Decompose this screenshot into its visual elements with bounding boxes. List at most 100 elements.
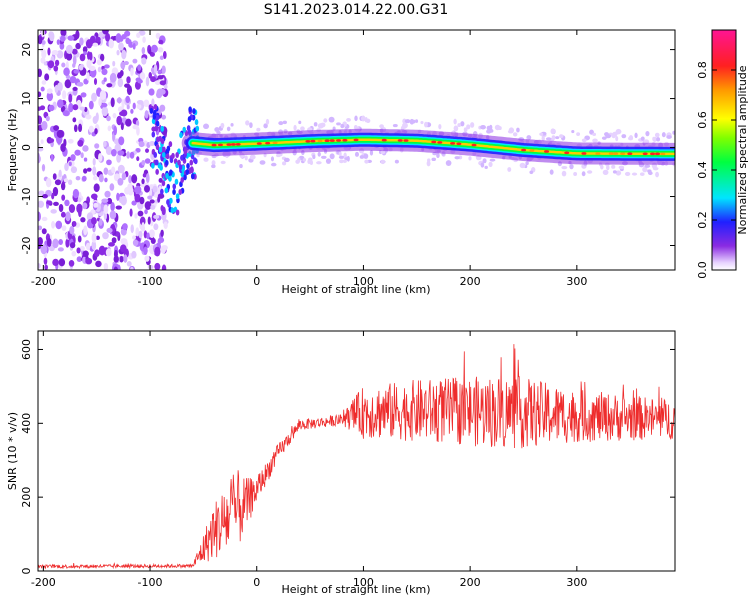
noise-speckle [157,238,162,245]
halo-speckle [293,124,297,131]
halo-speckle [507,167,512,172]
halo-speckle [244,155,248,161]
halo-speckle [336,122,341,126]
transition-speckle [151,162,155,169]
noise-speckle [122,223,128,231]
halo-speckle [323,118,328,123]
ridge-peak [272,141,278,145]
halo-speckle [639,172,645,176]
noise-speckle [136,99,144,105]
noise-speckle [103,167,109,175]
halo-speckle [380,150,386,155]
halo-speckle [298,120,302,125]
halo-speckle [342,159,347,163]
spectrogram-ylabel: Frequency (Hz) [6,109,19,192]
noise-speckle [146,232,150,240]
noise-speckle [71,48,78,55]
halo-speckle [645,130,650,137]
halo-speckle [551,135,556,141]
noise-speckle [83,51,88,56]
halo-speckle [615,170,622,176]
noise-speckle [142,173,147,178]
noise-speckle [111,237,117,244]
noise-speckle [73,69,80,74]
halo-speckle [507,129,514,134]
noise-speckle [134,213,138,219]
halo-speckle [392,124,398,128]
noise-speckle [46,238,52,247]
halo-speckle [354,151,359,157]
noise-speckle [79,246,85,251]
transition-speckle [160,138,165,145]
noise-speckle [68,102,74,113]
ridge-peak [329,139,335,142]
noise-speckle [88,100,94,110]
noise-speckle [47,60,55,69]
noise-speckle [60,211,66,218]
noise-speckle [141,57,147,65]
halo-speckle [353,125,358,130]
noise-speckle [132,124,139,130]
noise-speckle [95,36,101,43]
halo-speckle [541,135,545,142]
noise-speckle [120,244,127,253]
noise-speckle [78,123,83,133]
noise-speckle [138,141,145,148]
noise-speckle [131,200,137,206]
noise-speckle [101,102,108,108]
noise-speckle [95,235,100,241]
noise-speckle [145,76,150,87]
noise-speckle [111,166,116,174]
halo-speckle [655,171,660,178]
noise-speckle [72,221,77,227]
noise-speckle [41,216,48,222]
halo-speckle [571,129,575,134]
ridge-peak [521,148,527,152]
noise-speckle [83,78,89,85]
noise-speckle [52,173,57,180]
spectrogram-xtick-label: 200 [460,275,481,288]
transition-speckle [183,174,187,181]
colorbar-tick-label: 0.2 [696,211,709,229]
halo-speckle [346,117,351,122]
halo-speckle [346,155,350,162]
noise-speckle [125,95,131,104]
noise-speckle [58,169,62,178]
noise-speckle [148,140,156,146]
halo-speckle [484,165,488,169]
halo-speckle [576,132,581,136]
ridge-peak [397,139,403,142]
ridge-peak [581,152,587,155]
noise-speckle [57,247,64,252]
noise-speckle [93,78,98,86]
halo-speckle [420,121,424,125]
noise-speckle [60,182,66,191]
noise-speckle [152,185,158,193]
noise-speckle [157,47,164,53]
noise-speckle [67,179,73,186]
ridge-peak [564,151,570,155]
noise-speckle [145,173,150,184]
noise-speckle [109,72,117,83]
noise-speckle [138,230,143,239]
halo-speckle [276,153,281,158]
noise-speckle [61,225,67,232]
noise-speckle [80,217,86,223]
halo-speckle [640,136,645,141]
noise-speckle [104,64,110,69]
spectrogram-frame [37,29,676,271]
noise-speckle [59,42,65,50]
halo-speckle [592,132,597,136]
noise-speckle [126,151,131,159]
noise-speckle [105,248,112,257]
halo-speckle [317,151,321,157]
noise-speckle [94,143,100,149]
transition-speckle [164,187,169,194]
transition-speckle [180,154,184,161]
noise-speckle [53,201,59,207]
ridge-peak [595,152,601,155]
halo-speckle [561,170,567,177]
noise-speckle [76,256,83,262]
transition-speckle [153,151,158,158]
